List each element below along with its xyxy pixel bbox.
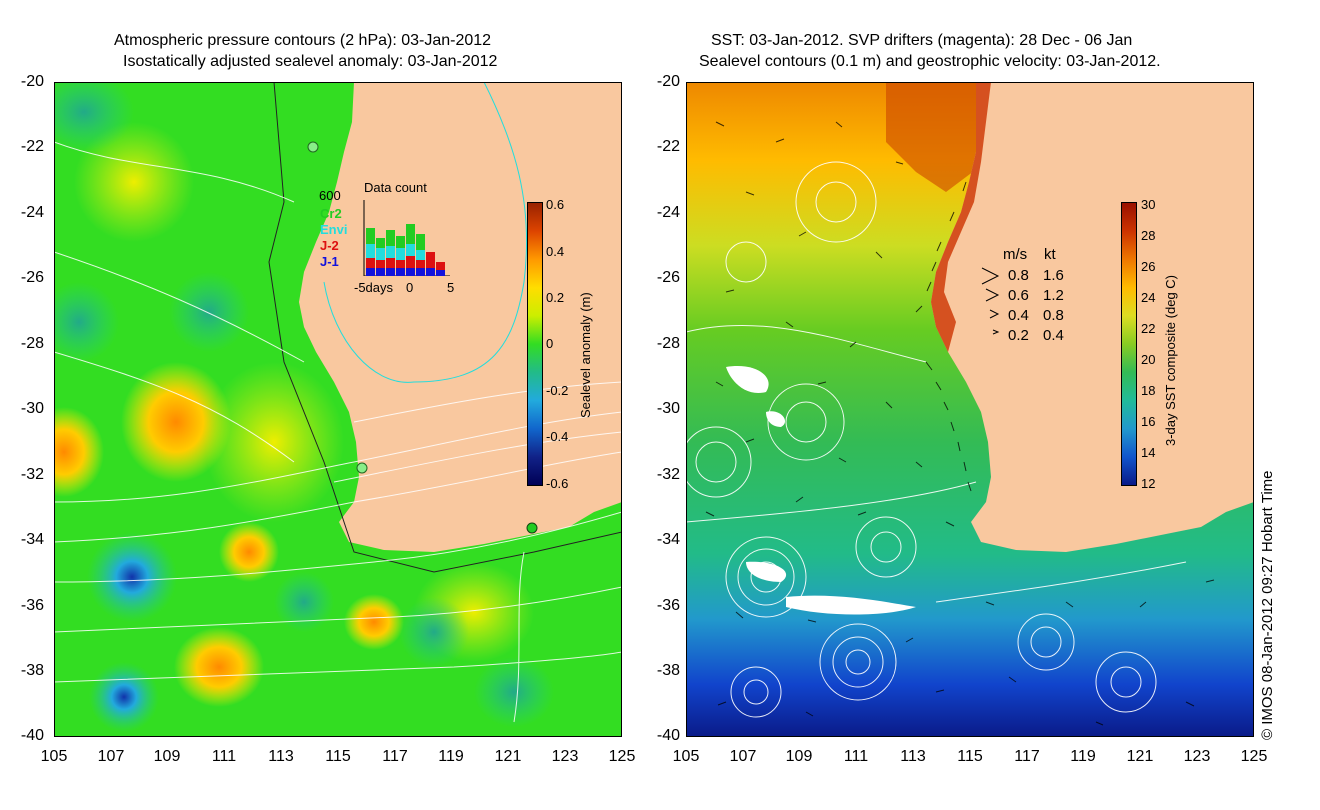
- right-x-tick-8: 121: [1126, 748, 1154, 765]
- left-y-tick-8: -36: [20, 597, 44, 614]
- speed-legend-kt-2: 0.8: [1043, 307, 1064, 324]
- left-x-tick-2: 109: [153, 748, 181, 765]
- right-colorbar-title: 3-day SST composite (deg C): [1163, 275, 1178, 446]
- left-y-tick-7: -34: [20, 531, 44, 548]
- left-y-tick-5: -30: [20, 400, 44, 417]
- left-x-tick-1: 107: [97, 748, 125, 765]
- inset-max-label: 600: [319, 188, 341, 203]
- speed-legend-header-kt: kt: [1044, 246, 1056, 263]
- right-cb-tick-6: 18: [1141, 383, 1156, 398]
- right-x-tick-10: 125: [1240, 748, 1268, 765]
- right-x-tick-3: 111: [843, 748, 869, 765]
- left-title-line1: Atmospheric pressure contours (2 hPa): 0…: [114, 32, 492, 49]
- right-y-tick-10: -40: [656, 727, 680, 744]
- inset-series-envi: Envi: [320, 222, 348, 237]
- left-cb-tick-3: 0: [546, 336, 554, 351]
- right-x-tick-7: 119: [1070, 748, 1096, 765]
- right-cb-tick-7: 16: [1141, 414, 1156, 429]
- left-x-tick-7: 119: [438, 748, 464, 765]
- right-map: m/s kt 0.8 1.6 0.6 1.2 0.4 0.8 0.2 0.4: [686, 82, 1254, 737]
- left-map: 600 Data count Cr2 Envi J-2 J-1 -5days 0…: [54, 82, 622, 737]
- left-cb-tick-4: -0.2: [546, 383, 569, 398]
- speed-legend-kt-0: 1.6: [1043, 267, 1064, 284]
- right-cb-tick-2: 26: [1141, 259, 1156, 274]
- right-y-tick-5: -30: [656, 400, 680, 417]
- right-x-tick-5: 115: [957, 748, 983, 765]
- left-x-tick-5: 115: [325, 748, 351, 765]
- left-cb-tick-6: -0.6: [546, 476, 569, 491]
- left-colorbar-title: Sealevel anomaly (m): [578, 292, 593, 418]
- left-x-tick-0: 105: [40, 748, 68, 765]
- inset-series-cr2: Cr2: [320, 206, 342, 221]
- right-cb-tick-0: 30: [1141, 197, 1156, 212]
- left-title-line2: Isostatically adjusted sealevel anomaly:…: [123, 53, 498, 70]
- left-cb-tick-2: 0.2: [546, 290, 565, 305]
- right-colorbar: [1121, 202, 1137, 486]
- right-y-tick-1: -22: [656, 138, 680, 155]
- right-cb-tick-1: 28: [1141, 228, 1156, 243]
- inset-bar-chart: [363, 200, 450, 276]
- right-title-line2: Sealevel contours (0.1 m) and geostrophi…: [699, 53, 1161, 70]
- left-x-tick-9: 123: [551, 748, 579, 765]
- velocity-arrows: [705, 121, 1215, 726]
- left-colorbar: [527, 202, 543, 486]
- right-y-tick-4: -28: [656, 335, 680, 352]
- right-y-tick-0: -20: [656, 73, 680, 90]
- left-y-tick-3: -26: [20, 269, 44, 286]
- right-x-tick-0: 105: [672, 748, 700, 765]
- speed-legend-arrows: [981, 267, 1000, 335]
- right-cb-tick-9: 12: [1141, 476, 1156, 491]
- imos-credit: © IMOS 08-Jan-2012 09:27 Hobart Time: [1259, 470, 1276, 740]
- left-x-tick-6: 117: [382, 748, 408, 765]
- right-y-tick-2: -24: [656, 204, 680, 221]
- left-y-tick-4: -28: [20, 335, 44, 352]
- left-y-tick-10: -40: [20, 727, 44, 744]
- left-x-tick-8: 121: [494, 748, 522, 765]
- speed-legend-ms-3: 0.2: [1008, 327, 1029, 344]
- left-y-tick-6: -32: [20, 466, 44, 483]
- right-cb-tick-8: 14: [1141, 445, 1156, 460]
- left-x-tick-3: 111: [211, 748, 237, 765]
- left-cb-tick-0: 0.6: [546, 197, 565, 212]
- right-cb-tick-3: 24: [1141, 290, 1156, 305]
- speed-legend-kt-1: 1.2: [1043, 287, 1064, 304]
- right-y-tick-9: -38: [656, 662, 680, 679]
- left-y-tick-0: -20: [20, 73, 44, 90]
- right-x-tick-1: 107: [729, 748, 757, 765]
- right-y-tick-8: -36: [656, 597, 680, 614]
- left-x-tick-4: 113: [268, 748, 294, 765]
- right-x-tick-9: 123: [1183, 748, 1211, 765]
- inset-series-j2: J-2: [320, 238, 339, 253]
- left-cb-tick-5: -0.4: [546, 429, 569, 444]
- right-cb-tick-5: 20: [1141, 352, 1156, 367]
- inset-series-j1: J-1: [320, 254, 339, 269]
- inset-title: Data count: [364, 180, 427, 195]
- left-y-tick-2: -24: [20, 204, 44, 221]
- speed-legend-ms-1: 0.6: [1008, 287, 1029, 304]
- right-cb-tick-4: 22: [1141, 321, 1156, 336]
- speed-legend-header-ms: m/s: [1003, 246, 1028, 263]
- left-y-tick-9: -38: [20, 662, 44, 679]
- right-y-tick-6: -32: [656, 466, 680, 483]
- left-y-tick-1: -22: [20, 138, 44, 155]
- speed-legend-ms-0: 0.8: [1008, 267, 1029, 284]
- right-y-tick-7: -34: [656, 531, 680, 548]
- right-x-tick-6: 117: [1014, 748, 1040, 765]
- right-title-line1: SST: 03-Jan-2012. SVP drifters (magenta)…: [711, 32, 1133, 49]
- speed-legend-ms-2: 0.4: [1008, 307, 1029, 324]
- speed-legend-kt-3: 0.4: [1043, 327, 1064, 344]
- right-y-tick-3: -26: [656, 269, 680, 286]
- left-x-tick-10: 125: [608, 748, 636, 765]
- right-x-tick-4: 113: [900, 748, 926, 765]
- inset-x-label-zero: 0: [406, 280, 414, 295]
- inset-x-label-end: 5: [447, 280, 455, 295]
- left-cb-tick-1: 0.4: [546, 244, 565, 259]
- inset-x-label-start: -5days: [354, 280, 394, 295]
- right-x-tick-2: 109: [785, 748, 813, 765]
